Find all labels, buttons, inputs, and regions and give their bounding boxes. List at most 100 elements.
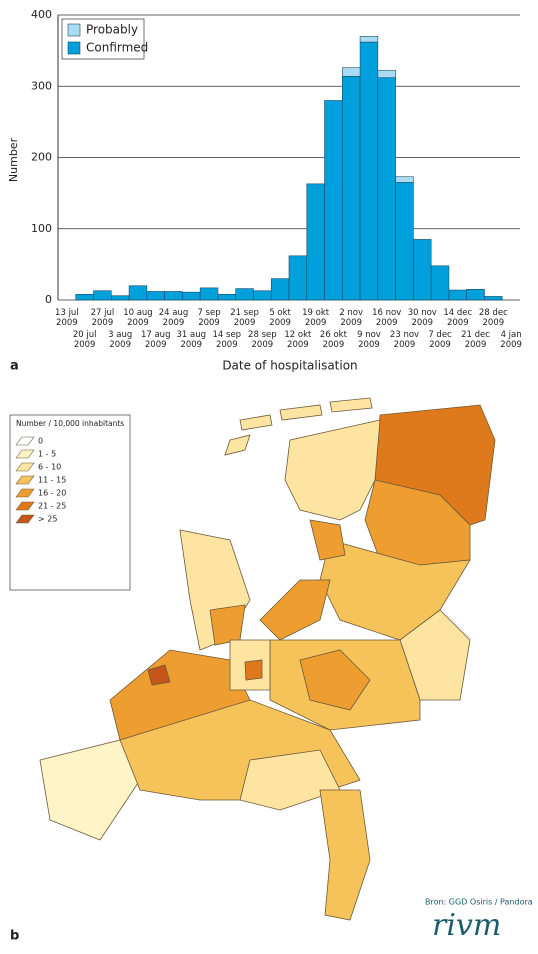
legend-label: 16 - 20 (38, 489, 66, 498)
bar (75, 293, 94, 301)
island (329, 397, 373, 413)
panel-label: b (10, 929, 19, 944)
bar (484, 296, 503, 301)
x-tick-label: 7 dec 2009 (428, 330, 452, 350)
bar (199, 287, 219, 301)
x-axis-label: Date of hospitalisation (222, 359, 357, 373)
y-tick-label: 400 (31, 8, 52, 21)
x-tick-label: 27 jul 2009 (90, 308, 115, 328)
x-tick-label: 2 nov 2009 (339, 308, 364, 328)
x-tick-label: 17 aug 2009 (140, 330, 171, 350)
x-tick-label: 28 sep 2009 (248, 330, 277, 350)
x-tick-label: 26 okt 2009 (319, 330, 347, 350)
island (224, 434, 251, 456)
bar (413, 239, 432, 301)
region (309, 519, 346, 561)
bar (342, 67, 361, 77)
legend-label: Confirmed (86, 41, 148, 55)
legend-swatch (15, 514, 35, 524)
x-tick-label: 24 aug 2009 (158, 308, 189, 328)
region (259, 579, 331, 641)
bar (466, 289, 485, 301)
bar (359, 36, 379, 43)
bar (93, 290, 112, 301)
bar (128, 285, 148, 301)
legend: Probably Confirmed (61, 18, 148, 60)
x-tick-label: 21 dec 2009 (461, 330, 490, 350)
source: Bron: GGD Osiris / Pandora (425, 898, 533, 907)
bar (288, 255, 308, 301)
x-tick-label: 5 okt 2009 (269, 308, 291, 328)
y-tick-label: 200 (31, 151, 52, 164)
legend-swatch (67, 41, 81, 55)
bar (235, 288, 254, 301)
bar (146, 291, 165, 301)
bar (430, 265, 450, 301)
x-tick-label: 10 aug 2009 (123, 308, 153, 328)
bar (448, 289, 467, 301)
provinces (39, 397, 496, 921)
legend-swatch (15, 501, 35, 511)
x-tick-label: 21 sep 2009 (230, 308, 259, 328)
legend-swatch (15, 462, 35, 472)
bar (111, 295, 130, 301)
x-tick-label: 9 nov 2009 (357, 330, 381, 350)
bar-chart: Number Date of hospitalisation a 0 100 200… (7, 8, 520, 374)
x-tick-label: 7 sep 2009 (197, 308, 221, 328)
region (284, 419, 381, 521)
island (239, 414, 273, 431)
legend-label: 21 - 25 (38, 502, 66, 511)
region (39, 739, 141, 841)
x-tick-label: 12 okt 2009 (284, 330, 312, 350)
legend-title: Number / 10,000 inhabitants (16, 419, 124, 428)
x-tick-label: 16 nov 2009 (372, 308, 402, 328)
x-tick-label: 28 dec 2009 (478, 308, 508, 328)
legend-label: 6 - 10 (38, 463, 61, 472)
x-tick-label: 30 nov 2009 (407, 308, 437, 328)
y-tick-label: 300 (31, 79, 52, 92)
bar (377, 70, 396, 78)
y-tick-label: 100 (31, 222, 52, 235)
region (209, 604, 246, 646)
bar (324, 100, 343, 301)
bar (342, 75, 361, 301)
bar (164, 291, 183, 301)
x-tick-label: 20 jul 2009 (72, 330, 97, 350)
legend-label: Probably (86, 23, 138, 37)
legend-swatch (67, 23, 81, 37)
legend-swatch (15, 436, 35, 446)
map: Number / 10,000 inhabitants Bron: GGD Os… (9, 397, 533, 944)
legend-label: > 25 (38, 515, 57, 524)
bar (253, 290, 272, 301)
x-tick-label: 23 nov 2009 (389, 330, 420, 350)
region (239, 749, 341, 811)
island (279, 404, 323, 421)
x-tick-label: 14 sep 2009 (212, 330, 242, 350)
legend-label: 1 - 5 (38, 450, 56, 459)
x-tick-label: 13 jul 2009 (55, 308, 79, 328)
x-tick-label: 31 aug 2009 (176, 330, 207, 350)
legend-label: 0 (38, 437, 43, 446)
bar (377, 77, 396, 301)
bar (306, 183, 325, 301)
panel-label: a (10, 359, 19, 374)
bar (270, 278, 290, 301)
bar (182, 291, 201, 301)
legend-label: 11 - 15 (38, 476, 66, 485)
x-tick-label: 19 okt 2009 (302, 308, 330, 328)
x-tick-label: 4 jan 2009 (500, 330, 522, 350)
bar (395, 182, 414, 301)
legend-swatch (15, 475, 35, 485)
bar (359, 41, 379, 301)
bar (395, 176, 414, 183)
bar (217, 293, 236, 301)
y-axis-label: Number (7, 137, 20, 182)
y-tick-label: 0 (45, 293, 52, 306)
region (299, 649, 371, 711)
region (319, 789, 371, 921)
legend-swatch (15, 449, 35, 459)
x-tick-label: 14 dec 2009 (443, 308, 473, 328)
x-tick-label: 3 aug 2009 (108, 330, 133, 350)
region (244, 659, 263, 681)
